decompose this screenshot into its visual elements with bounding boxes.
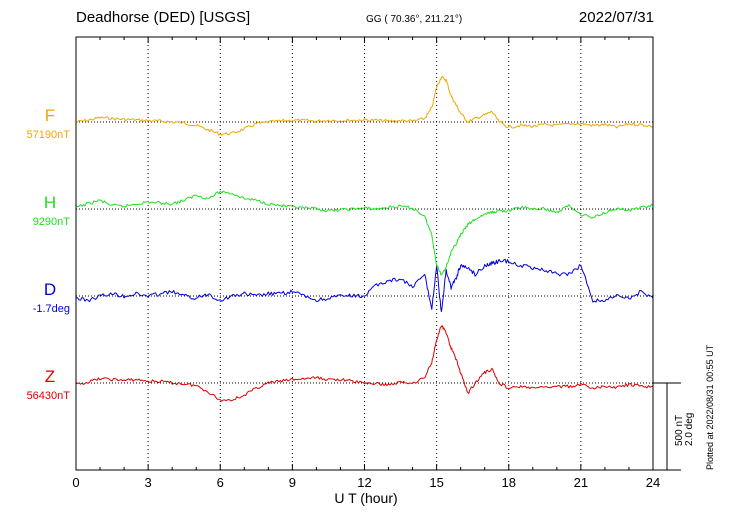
scale-bar <box>653 382 681 471</box>
series-line-f <box>76 75 654 136</box>
x-axis-label: U T (hour) <box>334 490 397 506</box>
series-line-h <box>75 190 654 276</box>
date-title: 2022/07/31 <box>578 9 654 26</box>
series-name-d: D <box>44 280 56 299</box>
x-tick-label: 12 <box>357 475 371 490</box>
geographic-coordinates: GG ( 70.36°, 211.21°) <box>366 14 463 25</box>
x-tick-label: 0 <box>72 475 79 490</box>
series-line-d <box>75 258 654 313</box>
series-name-h: H <box>44 193 56 212</box>
baseline-value-f: 57190nT <box>27 129 71 141</box>
baseline-value-h: 9290nT <box>33 216 71 228</box>
plotted-timestamp: Plotted at 2022/08/31 00:55 UT <box>705 344 715 470</box>
series-lines: F 57190nT H 9290nT D -1.7deg Z 56430nT <box>27 75 654 402</box>
x-ticks: 0 3 6 9 12 15 18 21 24 <box>72 37 660 490</box>
grid-lines <box>147 37 582 470</box>
x-tick-label: 3 <box>145 475 152 490</box>
series-name-z: Z <box>45 367 55 386</box>
x-tick-label: 6 <box>217 475 224 490</box>
x-tick-label: 24 <box>646 475 660 490</box>
baseline-value-d: -1.7deg <box>33 303 70 315</box>
station-title: Deadhorse (DED) [USGS] <box>76 9 251 26</box>
x-tick-label: 15 <box>429 475 443 490</box>
series-line-z <box>76 325 654 402</box>
scale-deg-label: 2.0 deg <box>684 412 695 446</box>
x-tick-label: 21 <box>574 475 588 490</box>
x-tick-label: 18 <box>502 475 516 490</box>
series-name-f: F <box>45 106 55 125</box>
baseline-value-z: 56430nT <box>27 390 71 402</box>
x-tick-label: 9 <box>289 475 296 490</box>
